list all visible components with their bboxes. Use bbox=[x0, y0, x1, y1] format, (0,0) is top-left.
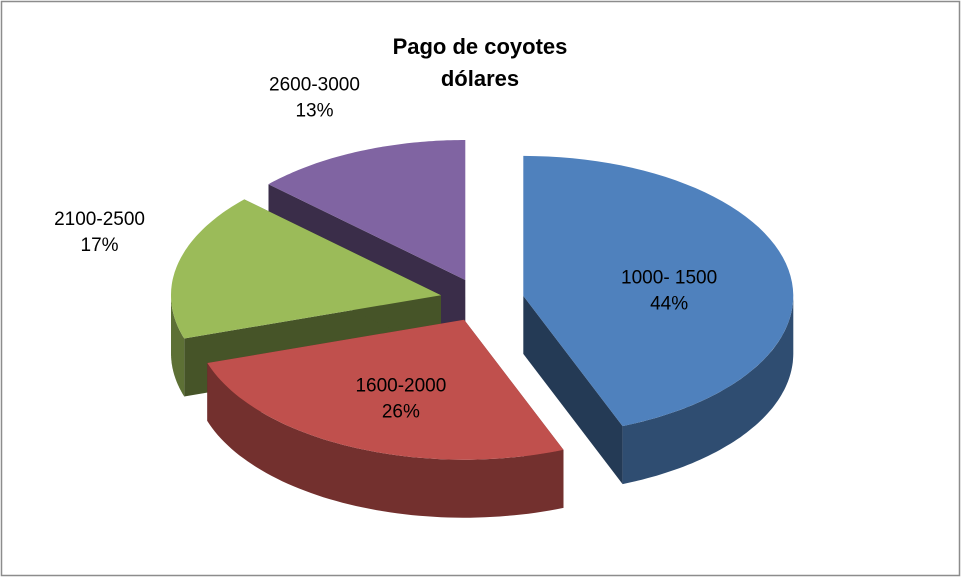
slice-side bbox=[207, 363, 564, 518]
chart-title: Pago de coyotes bbox=[393, 34, 568, 59]
data-label-value: 13% bbox=[295, 100, 333, 121]
slice-side bbox=[622, 295, 794, 485]
data-label-category: 1000- 1500 bbox=[621, 268, 717, 289]
slice bbox=[207, 319, 564, 460]
slice-side bbox=[171, 295, 185, 397]
slice-wall bbox=[523, 295, 623, 485]
data-label-category: 2100-2500 bbox=[54, 209, 145, 230]
data-label-value: 17% bbox=[81, 235, 119, 256]
slice bbox=[268, 140, 466, 280]
data-label-value: 44% bbox=[650, 294, 688, 315]
chart-title: dólares bbox=[441, 66, 519, 91]
data-label-category: 1600-2000 bbox=[355, 375, 446, 396]
slice bbox=[523, 155, 794, 427]
data-label-category: 2600-3000 bbox=[269, 74, 360, 95]
slice bbox=[171, 199, 441, 339]
data-label-value: 26% bbox=[382, 401, 420, 422]
